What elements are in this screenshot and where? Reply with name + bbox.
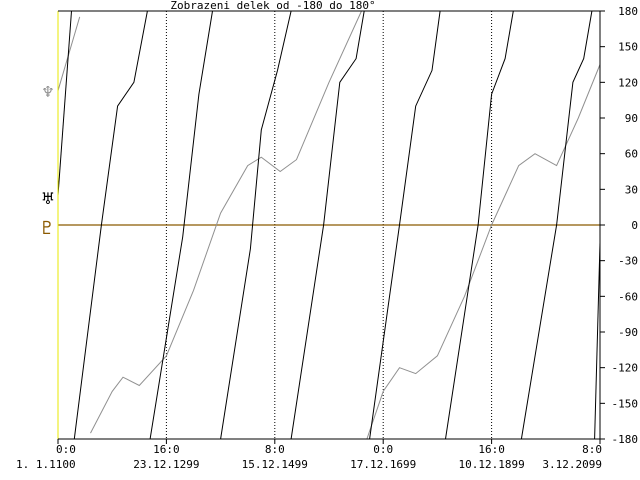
glyph-layer: ♆ ♅ ♇ [39, 83, 55, 239]
series-line-1 [290, 10, 365, 440]
series-layer [57, 10, 601, 440]
y-tick-label: -150 [612, 397, 639, 410]
x-tick-date-label: 23.12.1299 [133, 458, 199, 471]
x-tick-time-label: 16:0 [478, 443, 505, 456]
y-tick-label: -120 [612, 362, 639, 375]
y-tick-label: 60 [625, 148, 638, 161]
series-line-1 [149, 10, 213, 440]
y-tick-label: 0 [631, 219, 638, 232]
series-line-1 [520, 10, 593, 440]
series-line-0 [90, 10, 362, 434]
x-tick-time-label: 16:0 [153, 443, 180, 456]
pluto-symbol-icon: ♇ [39, 218, 55, 239]
y-tick-label: -180 [612, 433, 639, 446]
x-tick-time-label: 8:0 [582, 443, 602, 456]
y-tick-label: 120 [618, 76, 638, 89]
axis-layer: 0:0 1. 1.1100 16:0 23.12.1299 8:0 15.12.1499 0… [16, 5, 638, 471]
series-line-1 [369, 10, 441, 440]
y-tick-label: -30 [618, 255, 638, 268]
series-line-1 [220, 10, 292, 440]
series-line-0 [366, 64, 601, 440]
x-tick-time-label: 0:0 [373, 443, 393, 456]
chart-title: Zobrazeni delek od -180 do 180° [170, 0, 375, 12]
neptune-symbol-icon: ♆ [41, 83, 54, 101]
x-tick-date-label: 10.12.1899 [458, 458, 524, 471]
series-line-1 [73, 10, 148, 440]
series-line-1 [445, 10, 514, 440]
series-line-1 [594, 242, 601, 440]
x-tick-date-label: 1. 1.1100 [16, 458, 76, 471]
y-tick-label: 90 [625, 112, 638, 125]
y-tick-label: 180 [618, 5, 638, 18]
x-tick-date-label: 17.12.1699 [350, 458, 416, 471]
uranus-symbol-icon: ♅ [41, 189, 55, 208]
y-tick-label: 150 [618, 41, 638, 54]
y-tick-label: -60 [618, 290, 638, 303]
y-tick-label: -90 [618, 326, 638, 339]
y-tick-label: 30 [625, 183, 638, 196]
x-tick-date-label: 15.12.1499 [242, 458, 308, 471]
series-line-1 [57, 10, 72, 196]
x-tick-date-label: 3.12.2099 [542, 458, 602, 471]
x-tick-time-label: 0:0 [56, 443, 76, 456]
x-tick-time-label: 8:0 [265, 443, 285, 456]
